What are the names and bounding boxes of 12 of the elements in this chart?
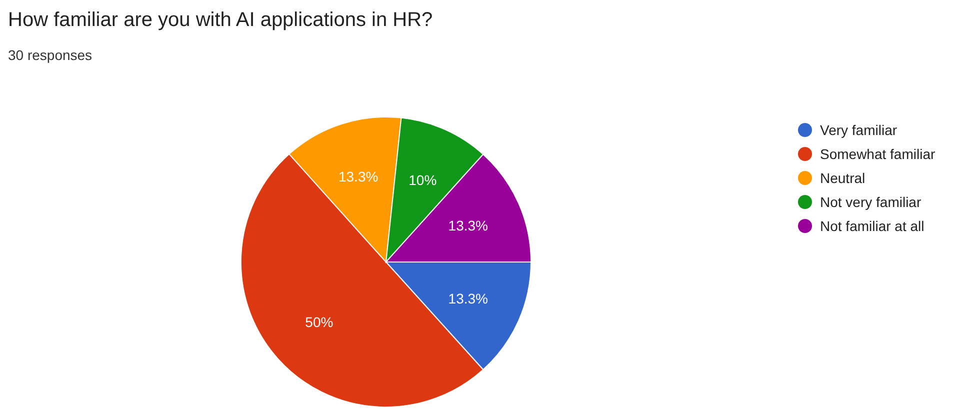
- data-label: 10%: [408, 172, 437, 188]
- legend-label: Somewhat familiar: [820, 146, 936, 162]
- legend-label: Very familiar: [820, 122, 898, 138]
- legend-label: Not familiar at all: [820, 218, 924, 234]
- data-label: 13.3%: [448, 290, 488, 306]
- legend-label: Not very familiar: [820, 194, 922, 210]
- data-label: 13.3%: [448, 217, 488, 234]
- data-label: 13.3%: [338, 168, 378, 184]
- chart-title: How familiar are you with AI applications in HR?: [8, 9, 433, 31]
- text: 30 responses: [8, 47, 92, 63]
- data-label: 50%: [305, 314, 334, 330]
- legend-label: Neutral: [820, 170, 866, 186]
